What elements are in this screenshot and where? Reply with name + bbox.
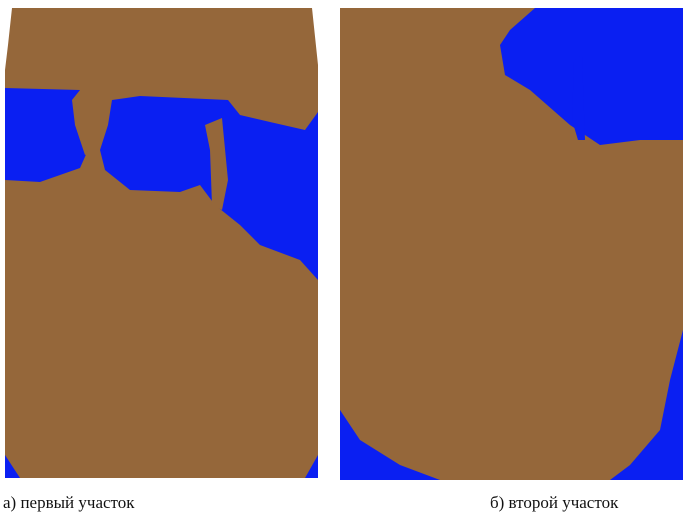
panel-a-image: [5, 8, 318, 478]
caption: б) второй участок: [490, 493, 619, 512]
figure: а) первый участок б) второй участок: [0, 0, 683, 522]
caption: а) первый участок: [3, 493, 135, 512]
panel-b-image: [340, 8, 683, 480]
